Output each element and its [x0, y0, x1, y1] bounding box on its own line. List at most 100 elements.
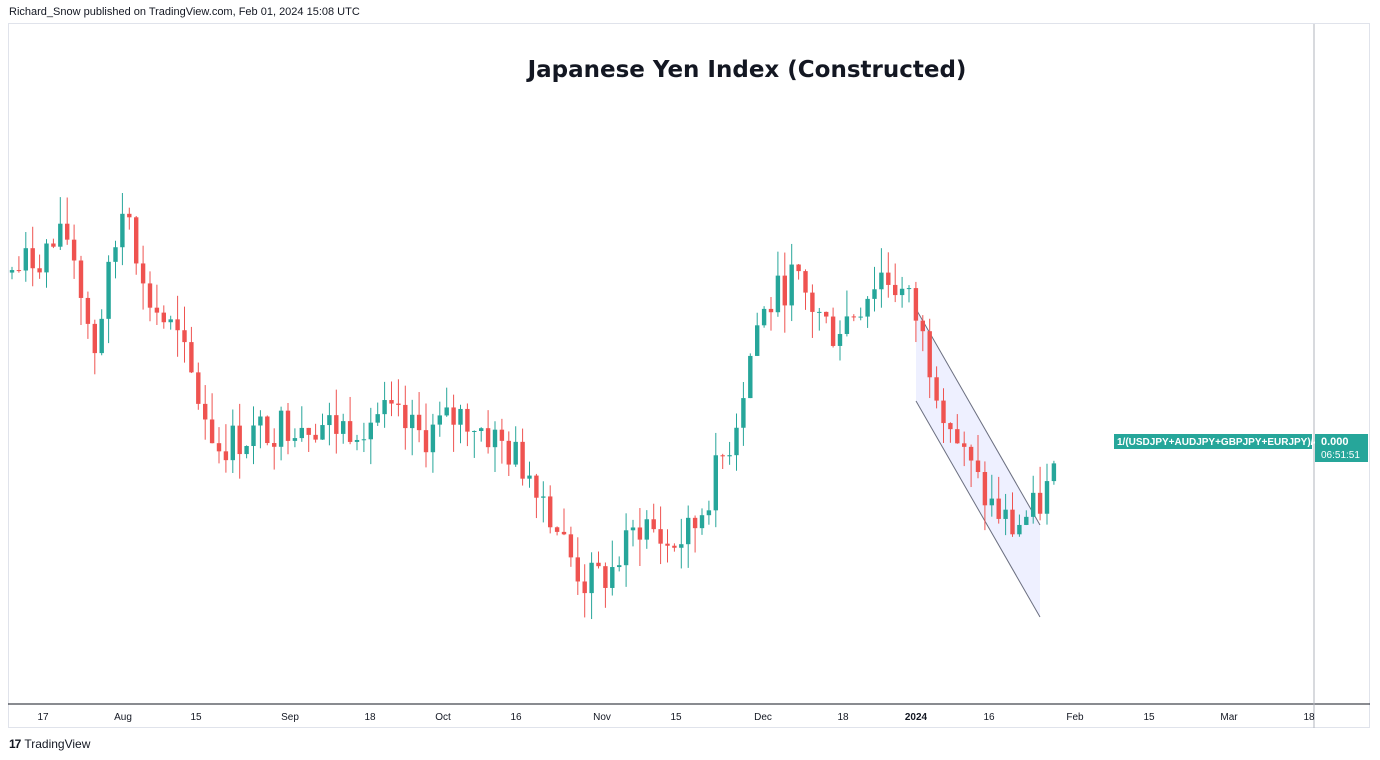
candle — [913, 281, 919, 343]
candle — [37, 254, 42, 279]
candle — [71, 224, 77, 279]
candle-body — [403, 404, 408, 429]
candle-body — [789, 264, 794, 306]
candle-body — [127, 213, 132, 218]
candle — [382, 381, 387, 428]
candle — [361, 422, 367, 453]
candle — [30, 226, 35, 287]
candle — [209, 393, 215, 444]
candle-body — [209, 419, 215, 444]
candle-body — [272, 443, 277, 447]
candle-body — [9, 270, 15, 273]
candle-body — [962, 443, 967, 447]
candle — [368, 407, 373, 465]
candle-body — [134, 217, 139, 264]
candle-body — [899, 288, 905, 296]
candle — [147, 271, 153, 322]
x-axis[interactable]: 17 Aug 15 Sep 18 Oct 16 Nov 15 Dec 18 2024 16 Feb 15 Ma… — [37, 712, 1315, 723]
candle — [968, 444, 974, 488]
candle — [962, 431, 967, 467]
candle — [444, 387, 449, 417]
candle-body — [548, 496, 553, 528]
candle-body — [782, 275, 787, 306]
candle-body — [955, 429, 960, 444]
candle — [106, 255, 111, 344]
candle-body — [679, 544, 684, 548]
candle-body — [720, 455, 725, 457]
candle-body — [858, 316, 863, 318]
candle-body — [810, 292, 815, 312]
chart-title: Japanese Yen Index (Constructed) — [526, 57, 967, 83]
candle-body — [196, 372, 201, 404]
candle-body — [1044, 481, 1050, 514]
candle — [561, 508, 567, 536]
candle-body — [437, 415, 442, 425]
candle — [796, 264, 801, 280]
candle-body — [499, 429, 505, 441]
candle — [51, 238, 56, 249]
candle-body — [120, 213, 125, 248]
candle — [292, 428, 298, 448]
candle — [748, 353, 753, 399]
candle-body — [906, 288, 912, 290]
candle — [789, 243, 794, 322]
candle — [251, 406, 256, 465]
channel-upper-line[interactable] — [915, 308, 1041, 526]
candle-body — [389, 400, 394, 404]
candle-body — [168, 319, 173, 323]
candle-body — [844, 316, 850, 334]
candle — [65, 197, 70, 245]
candle — [996, 476, 1001, 524]
candle — [596, 551, 601, 569]
candle — [534, 473, 539, 519]
candle-body — [161, 312, 166, 323]
candle-body — [541, 496, 546, 498]
candle-body — [361, 439, 367, 441]
candle-body — [458, 408, 463, 425]
candle-body — [203, 403, 208, 420]
candle-body — [106, 261, 111, 319]
candle — [679, 518, 684, 569]
candle — [975, 435, 981, 479]
candle — [437, 401, 442, 437]
candle-body — [886, 272, 891, 285]
x-tick-label: Nov — [593, 712, 611, 723]
candle — [720, 453, 725, 470]
x-tick-label: Sep — [281, 712, 299, 723]
candle-body — [430, 424, 436, 453]
candle — [313, 423, 318, 443]
candle-body — [934, 377, 939, 401]
candle — [906, 285, 912, 303]
candle — [430, 413, 436, 473]
candle — [237, 403, 242, 479]
candle-body — [596, 562, 601, 567]
candle-body — [672, 545, 677, 548]
candle-body — [506, 440, 511, 465]
candle — [58, 197, 63, 251]
candle-body — [575, 557, 580, 582]
candle-body — [920, 320, 925, 332]
candle-body — [755, 325, 760, 356]
channel-lower-line[interactable] — [915, 400, 1041, 618]
candle-body — [630, 527, 636, 531]
candle-body — [817, 311, 822, 313]
candle — [741, 382, 746, 446]
candle — [955, 414, 960, 444]
candle — [306, 427, 311, 452]
candle-body — [741, 398, 746, 428]
footer-branding[interactable]: 17 TradingView — [9, 737, 90, 751]
candle — [203, 385, 208, 440]
candle — [416, 392, 422, 443]
candle — [941, 388, 946, 443]
candle — [258, 410, 263, 449]
candle-body — [734, 427, 739, 456]
x-tick-label: Aug — [114, 712, 132, 723]
candle-body — [775, 275, 781, 313]
candle-body — [513, 441, 518, 465]
candle-body — [927, 331, 932, 378]
candle-body — [824, 311, 829, 317]
candle — [610, 540, 615, 596]
candle-body — [761, 308, 767, 326]
candle-body — [713, 455, 718, 511]
